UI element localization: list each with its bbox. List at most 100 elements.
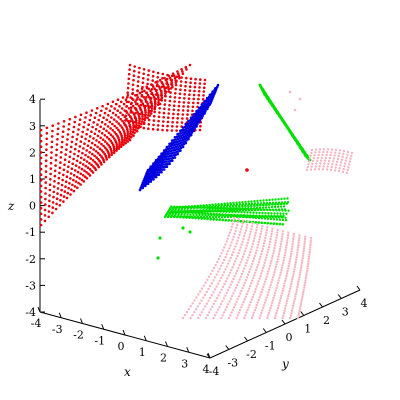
- red-series-point: [89, 113, 93, 117]
- pink-series-point: [211, 269, 214, 273]
- red-series-point: [48, 199, 51, 203]
- pink-series-point: [243, 232, 247, 235]
- blue-series-point: [168, 142, 171, 146]
- blue-series-point: [165, 160, 168, 163]
- pink-series-point: [242, 300, 245, 304]
- green-sheet-series-point: [191, 216, 195, 219]
- red-series-point: [181, 70, 184, 73]
- pink-series-point: [326, 148, 330, 151]
- pink-series-point: [256, 243, 260, 247]
- red-series-point: [199, 78, 202, 81]
- red-series-point: [122, 130, 126, 133]
- pink-series-point: [306, 165, 309, 169]
- blue-series-point: [166, 155, 170, 158]
- red-series-point: [144, 104, 147, 108]
- red-series-point: [131, 104, 135, 108]
- green-sheet-series-point: [194, 216, 198, 219]
- pink-series-point: [252, 257, 256, 260]
- pink-series-point: [329, 154, 332, 157]
- pink-series-point: [246, 220, 249, 224]
- red-series-point: [79, 161, 82, 164]
- red-series-point: [81, 151, 84, 155]
- green-sheet-series-point: [274, 201, 278, 204]
- red-series-point: [73, 147, 77, 151]
- pink-series-point: [330, 148, 334, 151]
- green-upper-series-point: [301, 149, 304, 153]
- red-series-point: [53, 180, 56, 183]
- green-sheet-series-point: [242, 215, 246, 218]
- red-series-point: [158, 87, 162, 90]
- red-series-point: [147, 118, 151, 122]
- pink-series-point: [242, 237, 245, 241]
- pink-series-point: [286, 239, 289, 242]
- pink-series-point: [255, 266, 259, 269]
- red-series-point: [89, 146, 93, 149]
- green-sheet-series-point: [200, 206, 203, 209]
- red-series-point: [137, 71, 141, 74]
- pink-series-point: [303, 242, 306, 245]
- red-series-point: [61, 135, 64, 139]
- red-series-point: [49, 167, 53, 170]
- red-series-point: [177, 108, 180, 112]
- pink-series-point: [268, 265, 272, 268]
- red-series-point: [54, 207, 58, 211]
- pink-series-point: [325, 168, 329, 171]
- pink-series-point: [309, 243, 312, 247]
- red-series-point: [140, 90, 144, 93]
- green-sheet-series-point: [212, 217, 216, 221]
- pink-series-point: [252, 276, 255, 280]
- red-series-point: [83, 121, 86, 124]
- red-series-point: [39, 162, 43, 165]
- red-series-point: [120, 140, 124, 144]
- pink-series-point: [216, 308, 220, 311]
- red-series-point: [160, 89, 163, 93]
- red-series-point: [157, 98, 160, 101]
- pink-series-point: [310, 151, 313, 155]
- pink-series-point: [350, 151, 354, 155]
- green-sheet-series-point: [186, 209, 189, 212]
- pink-series-point: [338, 152, 341, 155]
- red-series-point: [130, 97, 134, 100]
- pink-series-point: [289, 257, 292, 260]
- red-series-point: [63, 190, 67, 193]
- pink-series-point: [225, 291, 228, 295]
- red-series-point: [51, 206, 55, 209]
- red-series-point: [178, 100, 181, 104]
- z-tick-label: -1: [25, 226, 36, 239]
- red-series-point: [152, 119, 156, 122]
- blue-series-point: [192, 113, 196, 116]
- red-series-point: [57, 181, 60, 185]
- red-series-point: [179, 88, 182, 91]
- red-series-point: [182, 105, 185, 108]
- green-sheet-series-point: [281, 223, 285, 226]
- pink-series-point: [252, 311, 256, 314]
- pink-series-point: [275, 236, 278, 239]
- red-series-point: [163, 99, 167, 102]
- pink-series-point: [284, 251, 287, 254]
- red-series-point: [146, 93, 150, 97]
- green-upper-series-point: [266, 95, 269, 99]
- blue-series-point: [200, 103, 204, 106]
- green-sheet-series-point: [176, 205, 179, 208]
- red-series-point: [44, 175, 48, 179]
- pink-series-point: [221, 273, 224, 277]
- pink-series-point: [324, 156, 328, 160]
- pink-series-point: [234, 286, 238, 289]
- green-sheet-series-point: [189, 209, 192, 212]
- blue-series-point: [158, 170, 161, 174]
- pink-series-point: [345, 171, 349, 175]
- green-sheet-series-point: [234, 210, 237, 214]
- red-series-point: [165, 77, 169, 81]
- red-series-point: [70, 140, 74, 144]
- red-series-point: [150, 92, 153, 95]
- blue-series-point: [179, 129, 182, 133]
- blue-series-point: [180, 136, 184, 140]
- blue-series-point: [170, 141, 173, 145]
- blue-series-point: [154, 175, 158, 179]
- green-sheet-series-point: [179, 205, 182, 209]
- pink-series-point: [280, 292, 284, 295]
- pink-series-point: [245, 276, 249, 279]
- red-series-point: [88, 168, 92, 171]
- pink-series-point: [224, 268, 227, 271]
- red-series-point: [192, 101, 195, 105]
